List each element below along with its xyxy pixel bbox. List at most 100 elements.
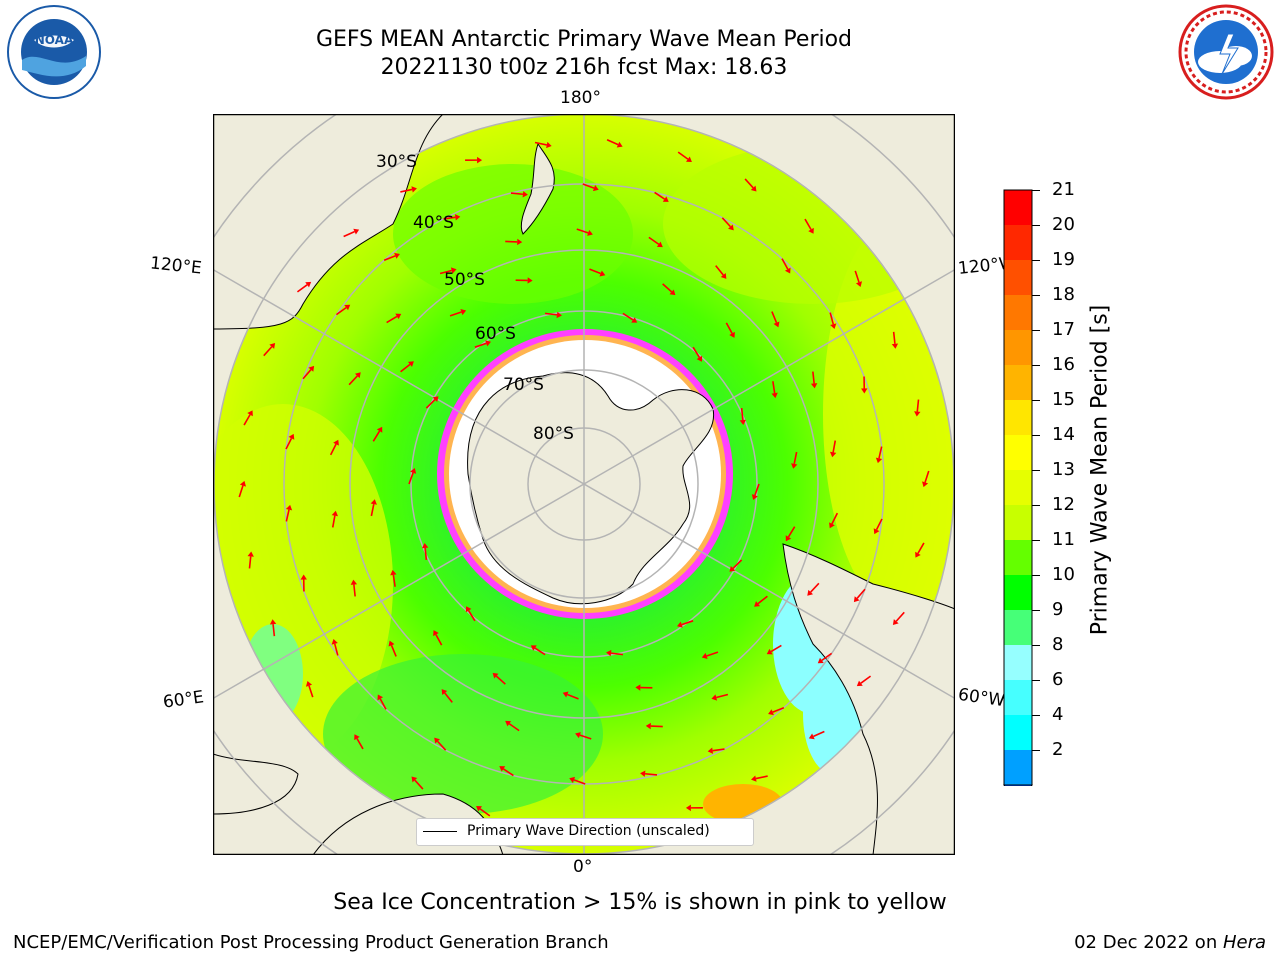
colorbar-tick-mark	[1032, 540, 1040, 541]
colorbar-segment	[1004, 365, 1032, 400]
wave-arrow	[744, 178, 757, 192]
wave-arrow	[441, 689, 453, 703]
wave-arrow	[505, 720, 520, 732]
colorbar-segment	[1004, 505, 1032, 540]
wave-arrow	[499, 766, 514, 777]
new-zealand-land	[520, 142, 555, 235]
colorbar-segment	[1004, 190, 1032, 225]
colorbar-tick-label: 19	[1052, 249, 1075, 270]
colorbar-tick-label: 2	[1052, 739, 1064, 760]
wave-arrow	[433, 630, 443, 646]
colorbar-segment	[1004, 400, 1032, 435]
wave-arrow	[804, 218, 814, 234]
wave-arrow	[505, 238, 523, 246]
wave-direction-arrows	[238, 139, 930, 829]
wave-arrow	[711, 693, 729, 701]
wave-arrow	[808, 730, 825, 740]
wave-arrow	[721, 217, 734, 231]
lat-label-40s: 40°S	[413, 213, 454, 233]
colorbar-tick-label: 10	[1052, 564, 1075, 585]
colorbar-tick-mark	[1032, 435, 1040, 436]
polar-map	[212, 113, 956, 856]
wave-arrow	[350, 579, 358, 597]
colorbar-tick-mark	[1032, 330, 1040, 331]
lat-label-30s: 30°S	[376, 152, 417, 172]
colorbar-segment	[1004, 680, 1032, 715]
colorbar-tick-label: 21	[1052, 179, 1075, 200]
wave-arrow	[408, 468, 417, 485]
wave-arrow	[891, 331, 899, 349]
colorbar-tick-mark	[1032, 645, 1040, 646]
wave-arrow	[335, 304, 351, 316]
wave-arrow	[771, 311, 780, 328]
wave-arrow	[701, 651, 719, 660]
colorbar-tick-mark	[1032, 190, 1040, 191]
colorbar-tick-label: 14	[1052, 424, 1075, 445]
wave-arrow	[534, 141, 552, 149]
wave-arrow	[569, 776, 586, 785]
wave-arrow	[739, 407, 747, 425]
wave-arrow	[575, 732, 592, 740]
footer-date-text: 02 Dec 2022 on	[1074, 932, 1223, 953]
colorbar-tick-mark	[1032, 295, 1040, 296]
wave-arrow	[725, 322, 735, 338]
lat-label-70s: 70°S	[503, 375, 544, 395]
colorbar-segment	[1004, 225, 1032, 260]
sea-ice-note: Sea Ice Concentration > 15% is shown in …	[333, 890, 947, 915]
wave-arrow	[302, 365, 315, 380]
wave-arrow	[622, 312, 638, 323]
colorbar-tick-label: 13	[1052, 459, 1075, 480]
colorbar-tick-label: 9	[1052, 599, 1064, 620]
wave-arrow	[474, 340, 492, 348]
colorbar-tick-mark	[1032, 750, 1040, 751]
wave-arrow	[648, 236, 663, 248]
wave-arrow	[269, 619, 277, 637]
wave-arrow	[348, 372, 361, 386]
wave-arrow	[243, 410, 253, 426]
wave-arrow	[377, 694, 387, 710]
wave-arrow	[751, 483, 760, 500]
wave-arrow	[383, 252, 400, 262]
colorbar-tick-label: 15	[1052, 389, 1075, 410]
wave-arrow	[515, 277, 533, 284]
lon-label-0: 0°	[573, 857, 593, 877]
colorbar-tick-label: 20	[1052, 214, 1075, 235]
lon-label-180: 180°	[560, 88, 601, 108]
wave-arrow	[562, 691, 579, 700]
colorbar-segment	[1004, 645, 1032, 680]
wave-arrow	[829, 440, 837, 458]
wave-arrow	[263, 343, 276, 357]
wave-arrow	[861, 376, 868, 394]
colorbar-tick-mark	[1032, 365, 1040, 366]
footer-credit: NCEP/EMC/Verification Post Processing Pr…	[13, 932, 609, 953]
colorbar-tick-label: 12	[1052, 494, 1075, 515]
wave-arrow	[922, 470, 930, 488]
wave-arrow	[915, 542, 925, 558]
colorbar	[1000, 186, 1040, 815]
wave-arrow	[331, 510, 339, 528]
colorbar-segment	[1004, 470, 1032, 505]
wave-arrow	[300, 574, 307, 592]
wave-arrow	[400, 361, 414, 373]
colorbar-tick-mark	[1032, 610, 1040, 611]
colorbar-segment	[1004, 540, 1032, 575]
colorbar-segment	[1004, 295, 1032, 330]
plot-title-line-2: 20221130 t00z 216h fcst Max: 18.63	[380, 55, 788, 80]
wave-arrow	[544, 311, 562, 319]
wave-arrow	[685, 804, 703, 812]
wave-arrow	[768, 706, 785, 716]
wave-arrow	[606, 139, 623, 148]
colorbar-segment	[1004, 750, 1032, 785]
wave-arrow	[411, 776, 424, 790]
wave-arrow	[582, 183, 599, 192]
wave-arrow	[677, 151, 692, 163]
footer-machine: Hera	[1222, 932, 1266, 953]
colorbar-tick-label: 17	[1052, 319, 1075, 340]
wave-arrow	[449, 308, 467, 317]
colorbar-tick-label: 16	[1052, 354, 1075, 375]
wave-arrow	[285, 504, 293, 522]
colorbar-tick-mark	[1032, 575, 1040, 576]
colorbar-tick-mark	[1032, 470, 1040, 471]
wave-arrow	[715, 265, 727, 279]
wave-arrow	[354, 734, 364, 750]
